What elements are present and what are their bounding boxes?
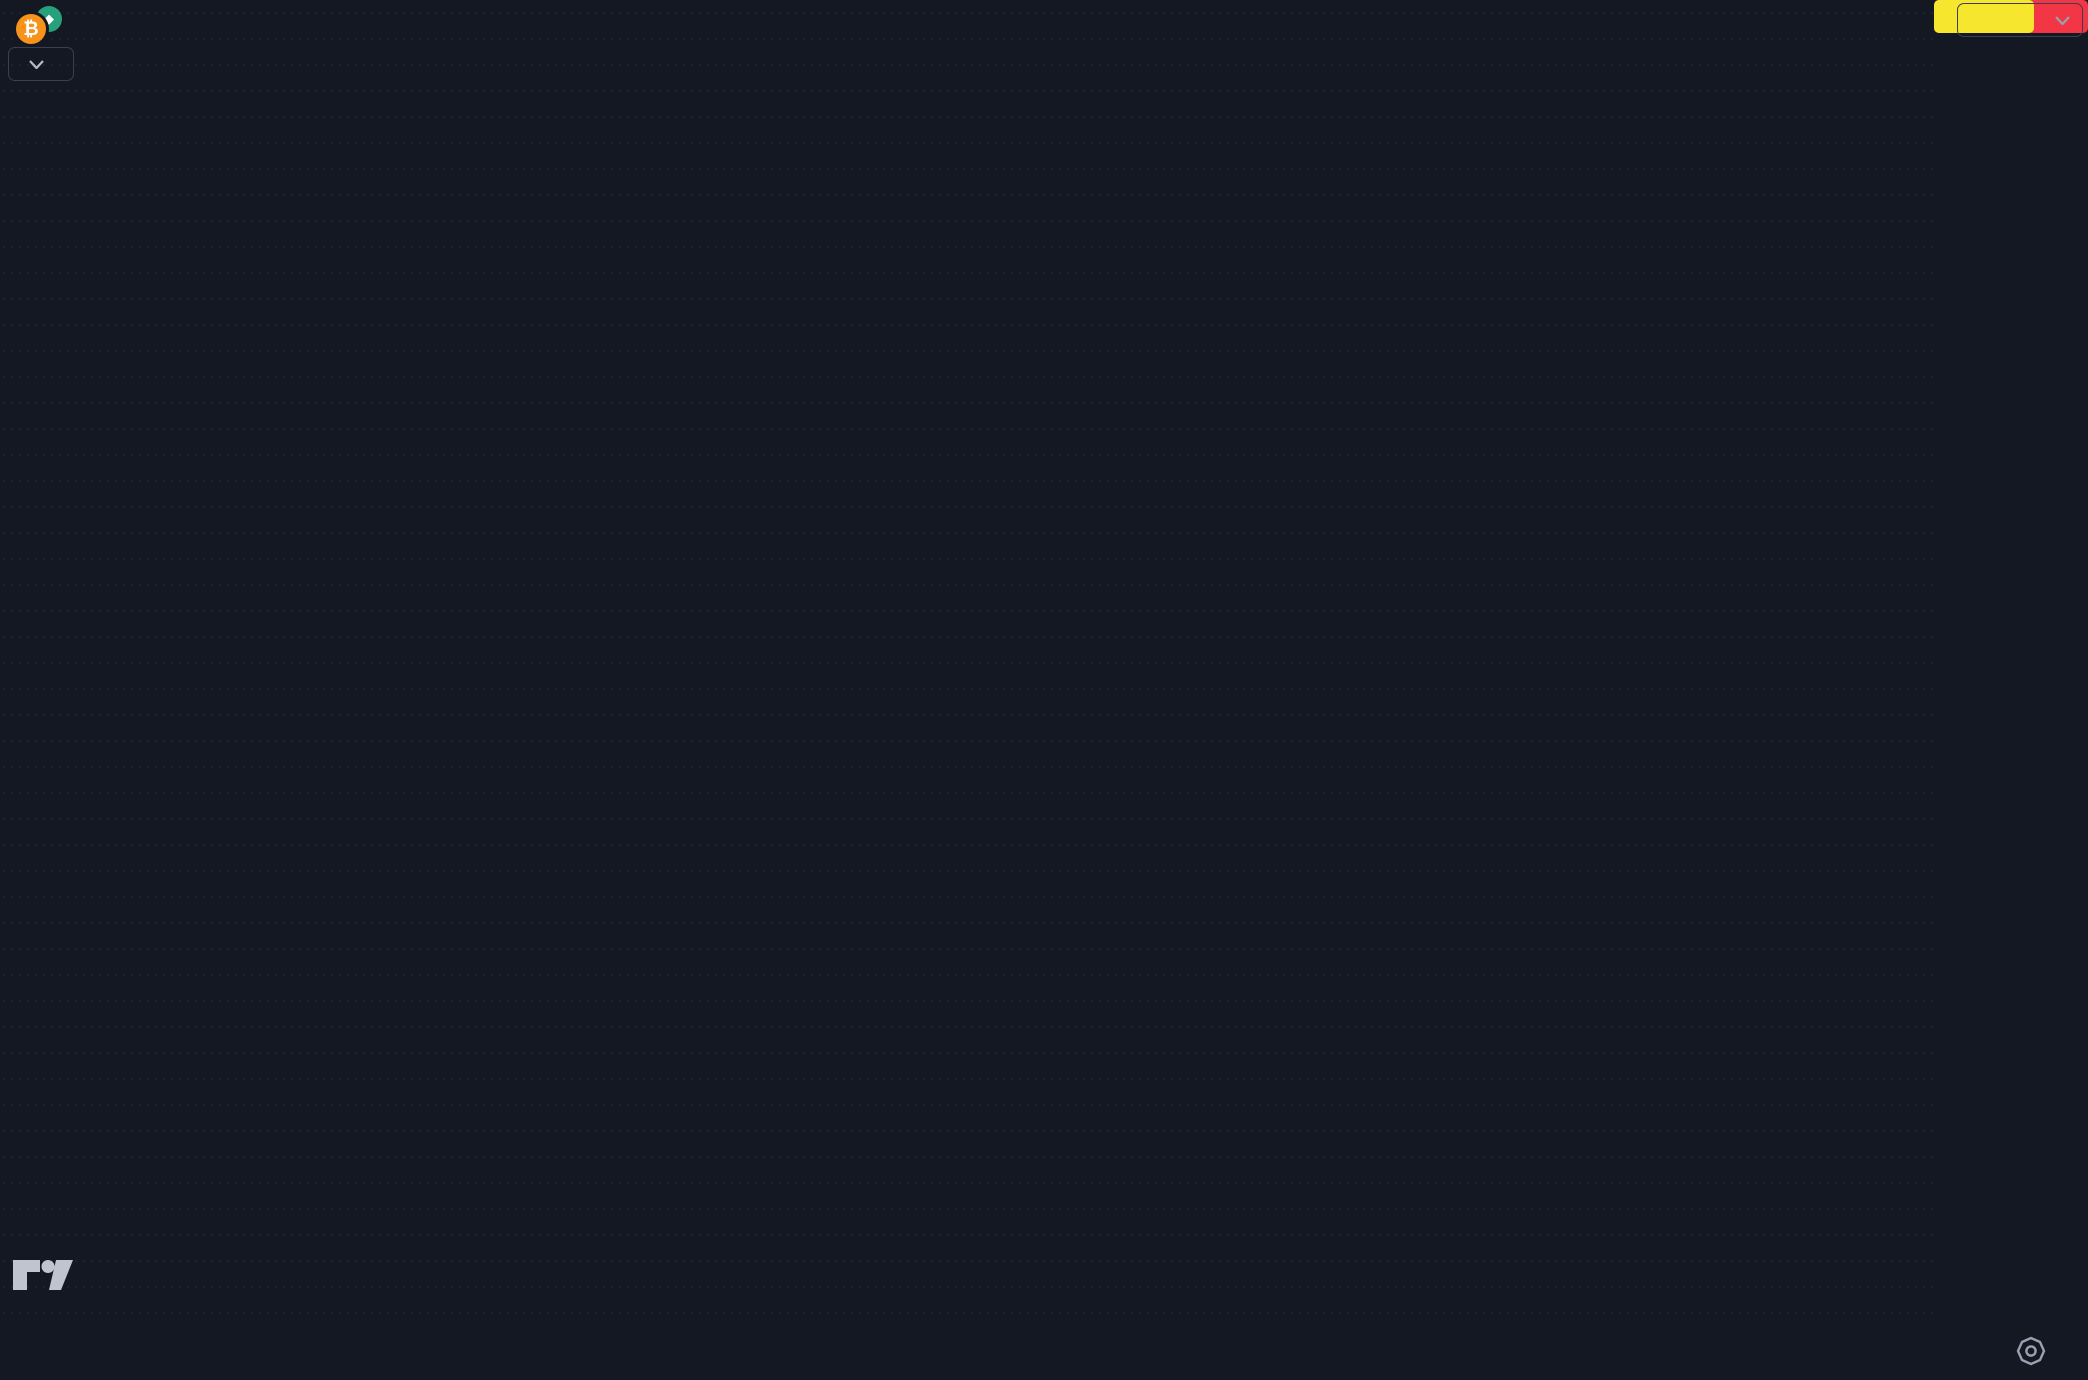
chevron-down-icon <box>2055 15 2070 25</box>
tradingview-logo-icon[interactable] <box>13 1260 79 1290</box>
bitcoin-coin-icon: ₿ <box>16 14 46 44</box>
legend-collapse-button[interactable] <box>8 47 74 81</box>
settings-gear-icon[interactable] <box>2016 1336 2046 1366</box>
currency-selector[interactable] <box>1957 3 2083 37</box>
chevron-down-icon <box>29 59 44 69</box>
pair-logo: ◆ ₿ <box>14 6 66 50</box>
chart-header: ◆ ₿ <box>14 6 80 50</box>
rsi-level-badge <box>1934 0 2034 33</box>
